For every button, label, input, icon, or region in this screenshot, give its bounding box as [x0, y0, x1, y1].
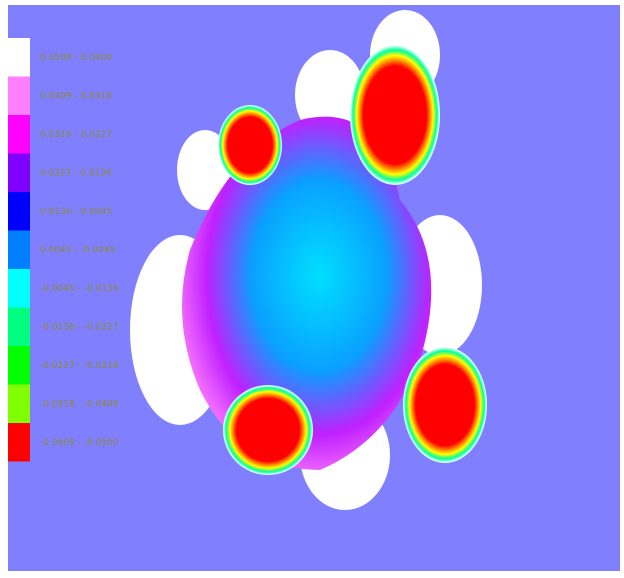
legend-label: -0.0318 - -0.0409 — [40, 399, 119, 409]
legend-label: 0.0318 - 0.0227 — [40, 130, 112, 140]
legend-label: 0.0409 - 0.0318 — [40, 91, 112, 101]
legend-label: 0.0136 - 0.0045 — [40, 207, 112, 217]
legend-label: 0.0227 - 0.0136 — [40, 168, 112, 178]
legend-swatch — [8, 346, 30, 385]
legend-label: -0.0409 - -0.0500 — [40, 438, 119, 448]
legend-swatch — [8, 77, 30, 116]
legend-swatch — [8, 38, 30, 77]
legend-label: -0.0045 - -0.0136 — [40, 284, 119, 294]
legend-label: 0.0045 - -0.0045 — [40, 245, 115, 255]
legend-swatch — [8, 385, 30, 424]
legend-swatch — [8, 231, 30, 270]
legend-swatch — [8, 115, 30, 154]
legend-swatch — [8, 423, 30, 462]
viewer: 0.0508 - 0.0409 0.0409 - 0.0318 0.0318 - 0… — [0, 0, 624, 578]
legend-label: -0.0136 - -0.0227 — [40, 322, 118, 332]
legend-swatch — [8, 308, 30, 347]
legend-swatch — [8, 192, 30, 231]
legend-label: 0.0508 - 0.0409 — [40, 53, 112, 63]
legend-label: -0.0227 - -0.0318 — [40, 361, 119, 371]
legend-swatch — [8, 269, 30, 308]
legend-swatch — [8, 154, 30, 193]
